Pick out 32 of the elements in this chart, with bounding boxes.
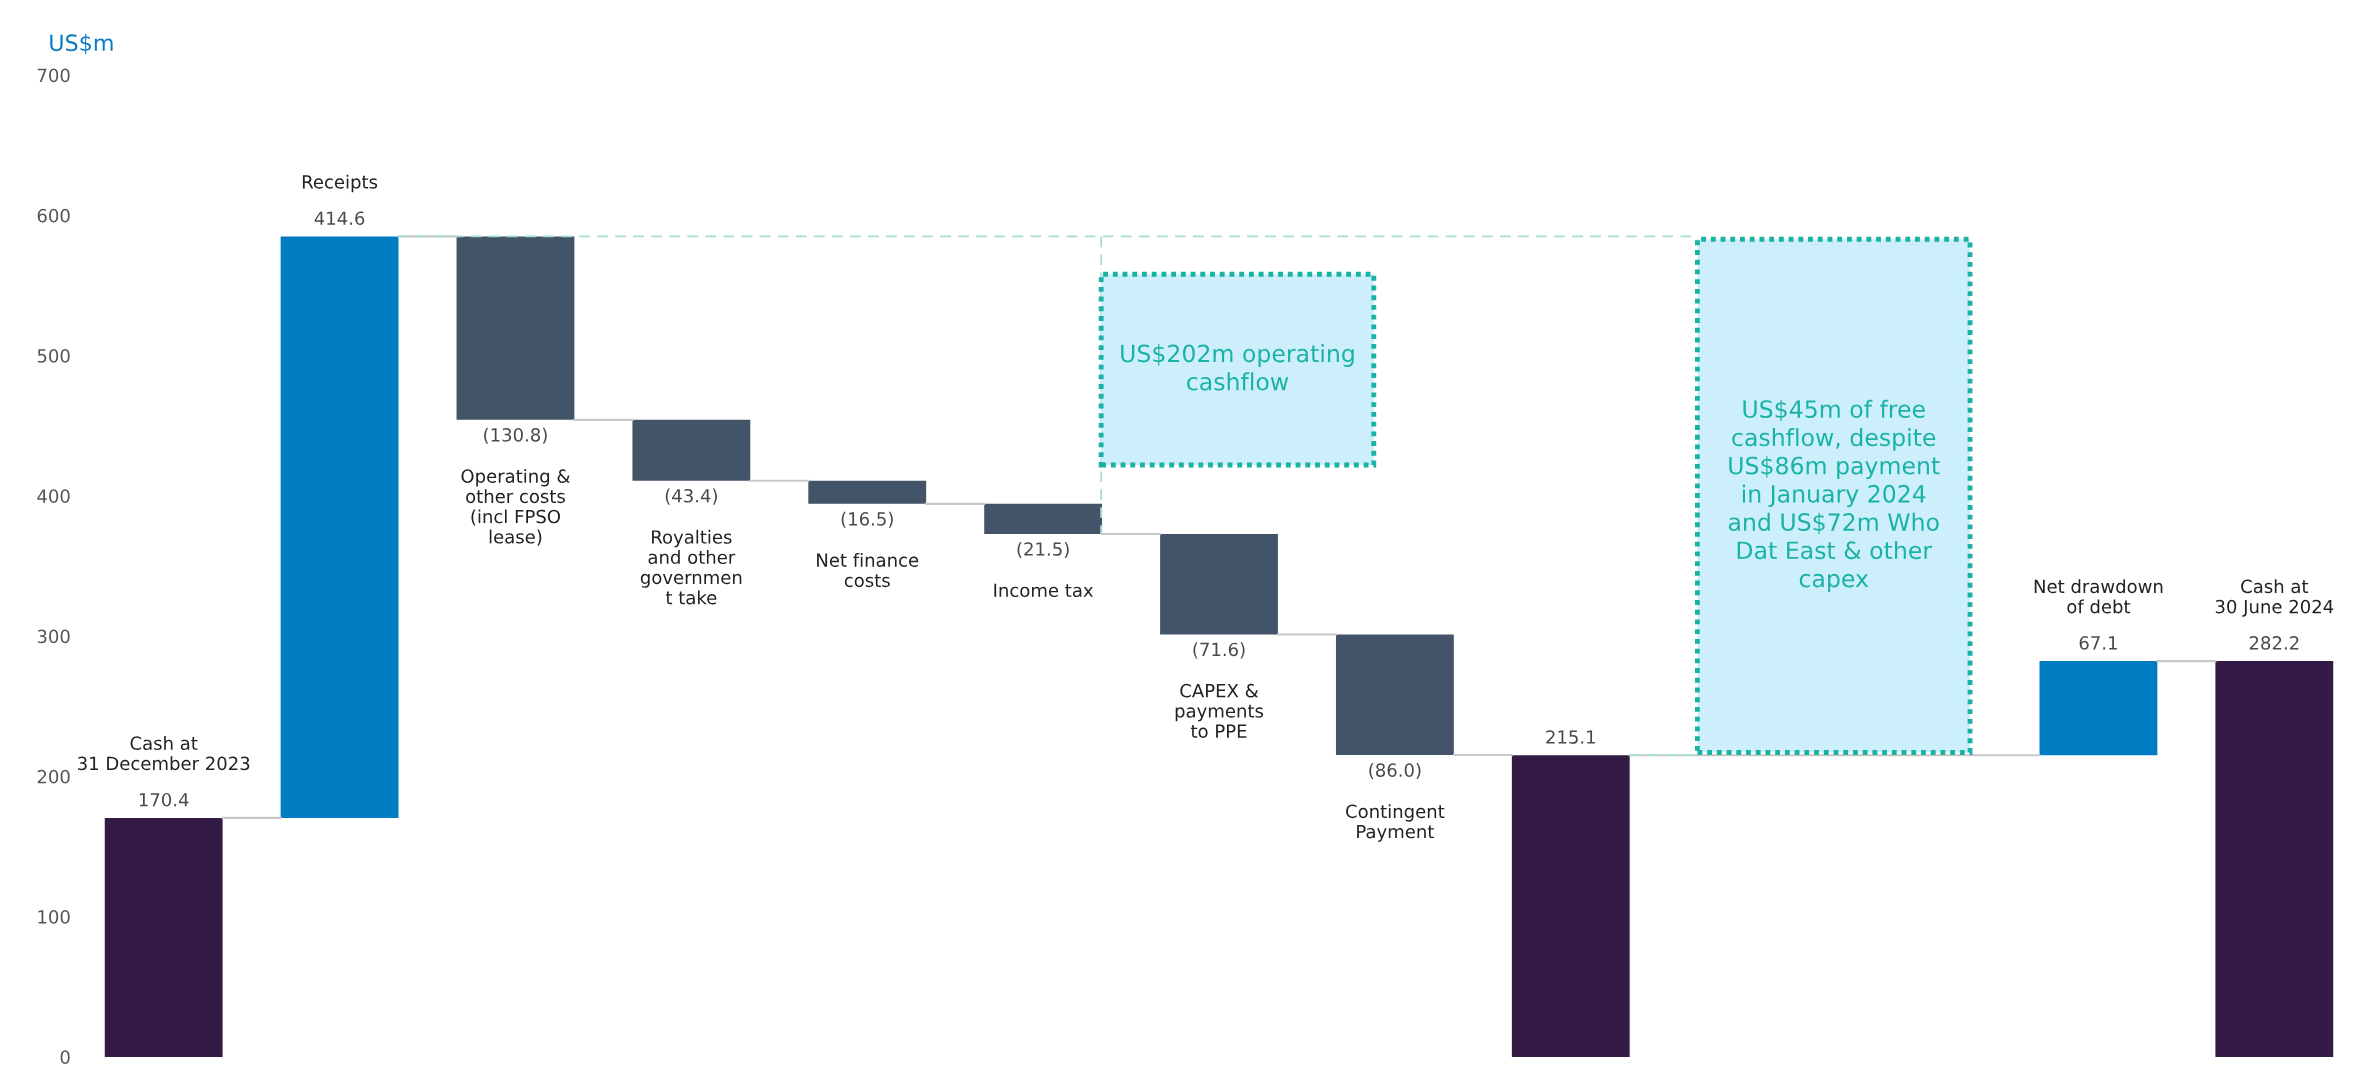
data-label: (86.0): [1369, 762, 1421, 780]
x-tick-label: Income tax: [994, 583, 1094, 598]
y-tick-label: 100: [38, 910, 70, 924]
y-tick-label: 200: [37, 769, 70, 784]
x-tick-label: Receipts: [302, 174, 378, 193]
x-tick-label: CAPEX & payments to PPE: [1175, 683, 1264, 738]
y-tick-label: 500: [37, 349, 70, 363]
data-label: 67.1: [2079, 636, 2117, 650]
data-label: 170.4: [139, 792, 189, 807]
y-tick-label: 0: [60, 1050, 70, 1065]
y-axis-title: US$m: [50, 33, 113, 55]
data-label: (130.8): [484, 427, 547, 444]
x-tick-label: Cash at 30 June 2024: [2215, 579, 2334, 617]
y-tick-label: 600: [37, 208, 70, 223]
data-label: (43.4): [665, 488, 717, 505]
y-tick-label: 300: [37, 629, 70, 644]
data-label: (21.5): [1017, 541, 1069, 558]
data-label: 215.1: [1546, 730, 1595, 744]
y-tick-label: 400: [37, 489, 70, 503]
data-label: 414.6: [314, 211, 365, 226]
x-tick-label: Contingent Payment: [1346, 804, 1445, 842]
data-label: 282.2: [2249, 636, 2299, 650]
x-tick-label: Operating & other costs (incl FPSO lease): [461, 468, 570, 546]
data-label: (16.5): [841, 511, 893, 528]
x-tick-label: Cash at 31 December 2023: [78, 736, 250, 771]
data-label: (71.6): [1193, 642, 1245, 659]
x-tick-label: Royalties and other governmen t take: [640, 529, 742, 605]
x-tick-label: Net drawdown of debt: [2034, 579, 2163, 614]
x-tick-label: Net finance costs: [817, 552, 919, 588]
annotation: US$45m of free cashflow, despite US$86m payment in January 2024 and US$72m Who Dat East & other capex: [1728, 399, 1940, 592]
annotation: US$202m operating cashflow: [1121, 344, 1354, 391]
y-tick-label: 700: [37, 68, 70, 83]
